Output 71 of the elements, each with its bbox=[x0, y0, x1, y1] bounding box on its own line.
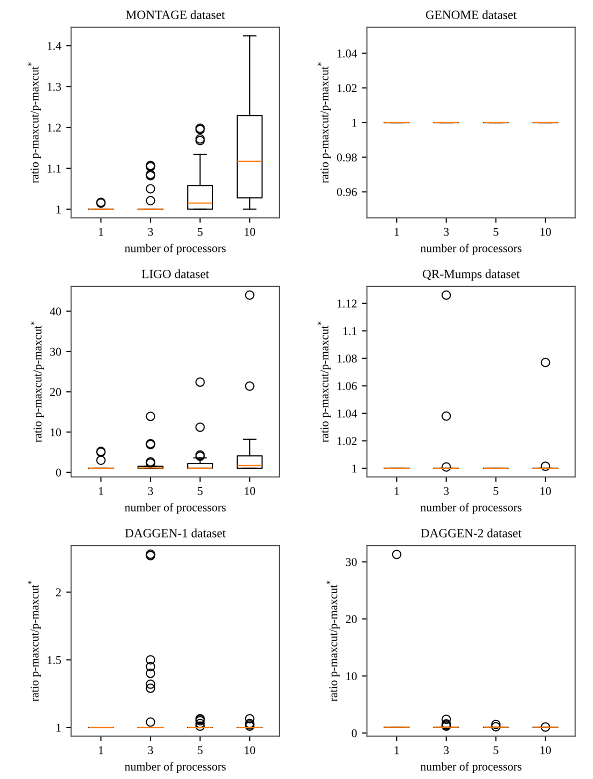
chart-title: DAGGEN-1 dataset bbox=[125, 528, 226, 538]
y-axis-title: ratio p-maxcut/p-maxcut$^{*}$ bbox=[318, 321, 331, 442]
y-tick-label: 40 bbox=[50, 307, 61, 316]
x-tick-label: 5 bbox=[494, 746, 498, 754]
y-axis-title: ratio p-maxcut/p-maxcut$^{*}$ bbox=[318, 62, 331, 184]
y-tick-label: 1.06 bbox=[338, 382, 357, 390]
y-tick-label: 1.5 bbox=[48, 656, 61, 664]
chart-title: GENOME dataset bbox=[426, 10, 517, 20]
x-tick-label: 3 bbox=[444, 228, 449, 236]
x-axis-title: number of processors bbox=[124, 502, 226, 514]
y-tick-label: 1 bbox=[352, 118, 356, 127]
x-tick-label: 5 bbox=[198, 746, 203, 754]
y-tick-label: 1.02 bbox=[338, 84, 357, 92]
x-tick-label: 3 bbox=[148, 487, 153, 496]
chart-title: MONTAGE dataset bbox=[126, 10, 225, 20]
y-tick-label: 1 bbox=[56, 206, 61, 214]
x-axis-title: number of processors bbox=[124, 762, 226, 773]
y-tick-label: 1.08 bbox=[338, 354, 357, 363]
x-tick-label: 3 bbox=[444, 746, 449, 754]
y-tick-label: 2 bbox=[56, 588, 61, 596]
x-axis-title: number of processors bbox=[420, 762, 522, 773]
y-tick-label: 30 bbox=[346, 558, 357, 566]
y-axis-title: ratio p-maxcut/p-maxcut$^{*}$ bbox=[30, 321, 44, 442]
x-tick-label: 3 bbox=[444, 487, 449, 496]
y-tick-label: 1.02 bbox=[338, 437, 357, 446]
y-tick-label: 20 bbox=[346, 615, 357, 624]
y-axis-title: ratio p-maxcut/p-maxcut$^{*}$ bbox=[326, 580, 340, 702]
x-tick-label: 1 bbox=[394, 746, 399, 754]
chart-title: LIGO dataset bbox=[142, 269, 210, 278]
x-tick-label: 10 bbox=[244, 228, 256, 236]
x-tick-label: 5 bbox=[198, 487, 203, 496]
x-tick-label: 5 bbox=[494, 228, 498, 236]
y-tick-label: 20 bbox=[50, 388, 61, 396]
y-tick-label: 1.04 bbox=[338, 410, 358, 418]
y-tick-label: 1.1 bbox=[48, 164, 61, 173]
y-axis-title: ratio p-maxcut/p-maxcut$^{*}$ bbox=[28, 580, 41, 702]
x-axis-title: number of processors bbox=[420, 244, 522, 255]
y-tick-label: 1.04 bbox=[338, 49, 358, 58]
y-tick-label: 0.96 bbox=[336, 188, 357, 196]
chart-title: QR-Mumps dataset bbox=[422, 269, 520, 281]
x-tick-label: 3 bbox=[148, 228, 153, 236]
y-tick-label: 1.3 bbox=[48, 82, 61, 91]
x-tick-label: 10 bbox=[244, 487, 256, 496]
y-tick-label: 1 bbox=[352, 464, 356, 472]
x-tick-label: 5 bbox=[198, 228, 203, 236]
y-tick-label: 0 bbox=[352, 729, 357, 738]
y-tick-label: 1 bbox=[56, 724, 61, 732]
x-tick-label: 1 bbox=[99, 746, 104, 754]
x-axis-title: number of processors bbox=[420, 502, 522, 514]
y-tick-label: 0.98 bbox=[336, 153, 357, 162]
x-tick-label: 10 bbox=[540, 228, 551, 236]
x-tick-label: 1 bbox=[394, 487, 399, 495]
y-axis-title: ratio p-maxcut/p-maxcut$^{*}$ bbox=[28, 62, 41, 184]
y-tick-label: 1.2 bbox=[48, 124, 61, 132]
y-tick-label: 1.4 bbox=[48, 42, 62, 50]
x-tick-label: 1 bbox=[99, 228, 104, 236]
y-tick-label: 30 bbox=[50, 348, 61, 356]
y-tick-label: 10 bbox=[346, 672, 357, 680]
x-axis-title: number of processors bbox=[124, 244, 226, 255]
y-tick-label: 1.12 bbox=[338, 300, 357, 308]
x-tick-label: 10 bbox=[540, 746, 551, 754]
x-tick-label: 1 bbox=[99, 487, 104, 495]
y-tick-label: 1.1 bbox=[343, 327, 356, 336]
y-tick-label: 10 bbox=[50, 428, 61, 436]
chart-title: DAGGEN-2 dataset bbox=[420, 528, 522, 538]
x-tick-label: 5 bbox=[494, 487, 498, 496]
y-tick-label: 0 bbox=[56, 468, 61, 477]
x-tick-label: 10 bbox=[540, 487, 551, 496]
x-tick-label: 10 bbox=[244, 746, 256, 754]
x-tick-label: 3 bbox=[148, 746, 153, 754]
x-tick-label: 1 bbox=[394, 228, 399, 236]
